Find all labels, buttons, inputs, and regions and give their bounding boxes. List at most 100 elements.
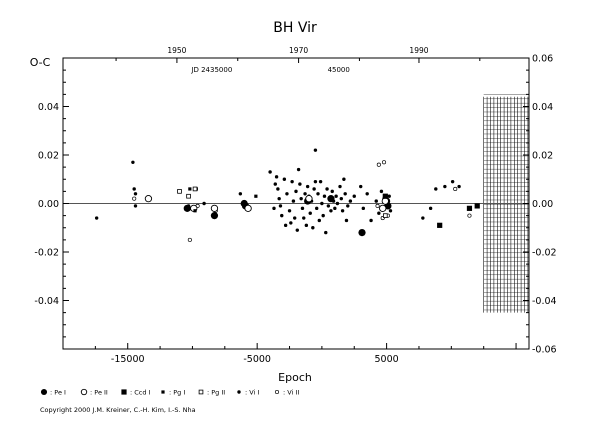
point-pe2	[210, 204, 219, 213]
point-vi2	[274, 389, 280, 395]
point-vi1	[298, 182, 302, 186]
legend-label: : Vi II	[283, 389, 299, 397]
y-tick-label: -0.02	[34, 248, 59, 259]
y-tick-label: -0.04	[34, 296, 59, 307]
point-vi1	[311, 226, 315, 230]
point-pe2	[379, 204, 387, 213]
point-vi1	[278, 204, 283, 208]
x-tick-label: 5000	[375, 354, 399, 365]
chart-title: BH Vir	[273, 20, 317, 36]
point-vi1	[295, 228, 299, 232]
point-pg2	[192, 186, 198, 192]
point-vi2	[381, 160, 387, 165]
point-vi1	[289, 221, 293, 225]
point-vi1	[312, 187, 316, 191]
point-vi2	[187, 237, 192, 242]
point-vi1	[335, 201, 340, 206]
y-tick-label: 0.04	[38, 102, 59, 113]
point-vi1	[303, 192, 307, 196]
point-vi1	[334, 194, 338, 198]
y-axis-title: O-C	[30, 56, 51, 69]
point-vi1	[330, 189, 334, 194]
point-vi1	[348, 199, 353, 203]
y-tick-label-right: -0.04	[532, 296, 557, 307]
point-vi1	[313, 179, 318, 184]
copyright-notice: Copyright 2000 J.M. Kreiner, C.-H. Kim, …	[40, 406, 196, 414]
point-ccd1	[121, 389, 127, 395]
point-vi1	[300, 206, 305, 211]
point-vi1	[450, 179, 455, 184]
point-pe2	[80, 388, 88, 396]
point-vi1	[283, 223, 288, 228]
year-label: 1990	[409, 46, 428, 55]
y-tick-label-right: 0.06	[532, 54, 553, 65]
axis-labels: -15000 -5000 5000 0.04 0.02 0.00 -0.02 -0.04 0.0…	[30, 20, 557, 384]
year-label: 1950	[167, 46, 186, 55]
point-vi1	[285, 192, 289, 196]
legend-label: : Pe I	[50, 389, 66, 397]
legend-label: : Pg I	[169, 389, 185, 397]
point-pe1	[210, 212, 219, 220]
point-vi1	[428, 206, 433, 211]
point-pe1	[183, 204, 191, 212]
point-vi1	[296, 167, 301, 172]
point-pg2	[383, 213, 388, 218]
point-vi1	[316, 192, 320, 196]
point-vi1	[346, 204, 350, 208]
point-vi1	[324, 230, 328, 235]
point-vi1	[325, 187, 329, 191]
point-vi1	[268, 170, 272, 174]
point-vi1	[387, 194, 391, 198]
point-vi1	[273, 182, 277, 186]
point-pe2	[381, 197, 389, 205]
point-vi1	[326, 204, 331, 208]
point-vi1	[313, 148, 318, 152]
point-vi1	[282, 177, 287, 181]
point-pe1	[327, 195, 335, 203]
point-vi1	[434, 187, 438, 191]
point-vi1	[320, 201, 324, 206]
point-pg1	[188, 187, 192, 191]
point-vi1	[277, 196, 281, 201]
x-tick-label: -5000	[243, 354, 271, 365]
point-vi2	[375, 203, 380, 208]
point-vi1	[359, 184, 363, 189]
point-vi2	[453, 186, 458, 192]
point-vi1	[388, 209, 393, 213]
point-pg1	[161, 390, 165, 394]
point-vi1	[329, 209, 333, 213]
point-vi1	[344, 218, 349, 223]
point-pg2	[198, 389, 204, 395]
point-vi1	[333, 206, 337, 211]
point-pg2	[186, 193, 191, 199]
point-vi1	[238, 192, 243, 196]
point-vi1	[342, 177, 346, 181]
x-tick-label: -15000	[111, 354, 145, 365]
point-vi1	[293, 216, 297, 220]
point-vi1	[308, 211, 312, 215]
point-vi1	[274, 175, 279, 179]
point-vi2	[132, 196, 137, 201]
point-pg1	[193, 209, 197, 213]
point-pe2	[144, 194, 153, 203]
point-vi1	[443, 184, 447, 189]
point-vi1	[321, 213, 325, 218]
point-vi1	[318, 179, 323, 184]
point-vi2	[376, 162, 381, 167]
point-vi1	[133, 204, 138, 208]
point-vi1	[202, 201, 206, 206]
point-pg1	[254, 194, 258, 198]
point-vi1	[457, 184, 461, 189]
y-tick-label-right: 0.04	[532, 102, 553, 113]
point-vi1	[365, 192, 369, 196]
point-pe1	[358, 229, 366, 237]
point-vi1	[237, 390, 241, 394]
point-ccd1	[437, 222, 443, 228]
y-tick-label: 0.02	[38, 151, 59, 162]
point-pe1	[40, 388, 48, 396]
legend: : Pe I: Pe II: Ccd I: Pg I: Pg II: Vi I:…	[40, 388, 299, 397]
point-vi1	[305, 184, 310, 189]
point-vi1	[94, 216, 99, 220]
point-pe2	[244, 204, 252, 213]
